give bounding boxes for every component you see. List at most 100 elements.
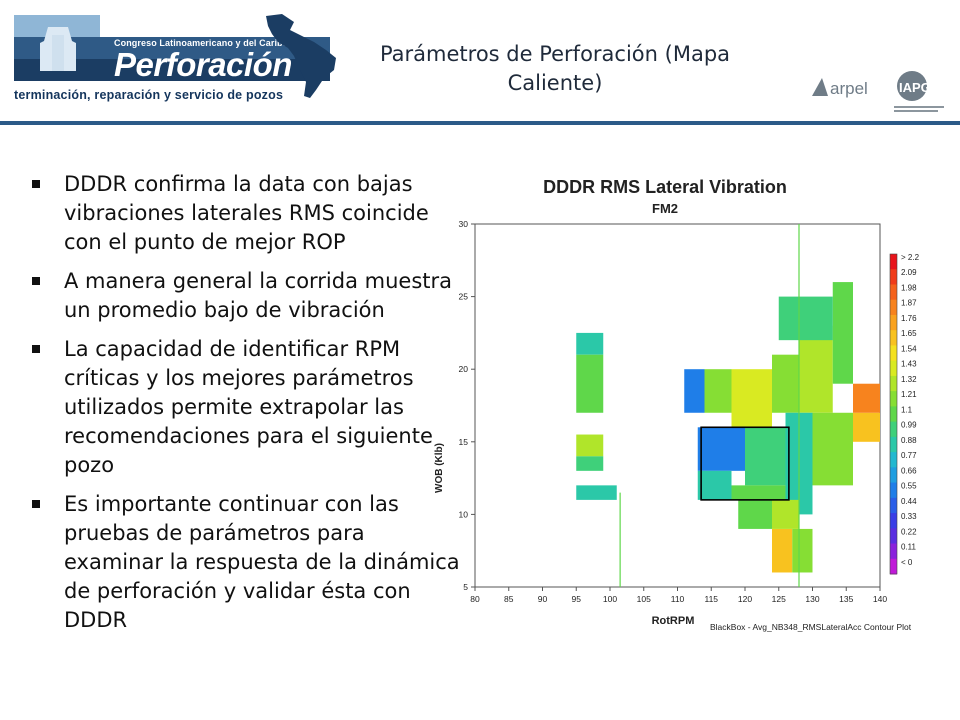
heatmap-cell (853, 412, 880, 442)
drilling-rig-icon (40, 27, 76, 71)
colorbar-frame (889, 253, 898, 575)
y-tick-label: 5 (463, 582, 468, 592)
colorbar-swatch (890, 543, 897, 560)
x-tick-label: 135 (839, 594, 853, 604)
vibration-contour-chart: DDDR RMS Lateral Vibration FM2 80 85 90 95 1… (434, 177, 920, 632)
y-tick-label: 20 (459, 364, 469, 374)
heatmap-cell (731, 369, 772, 428)
bullet-item: Es importante continuar con las pruebas … (30, 490, 460, 635)
logo-band-wide-dark (100, 59, 330, 81)
colorbar-swatch (890, 314, 897, 331)
colorbar-swatch (890, 513, 897, 529)
heatmap-cell (772, 528, 793, 573)
colorbar-swatch (890, 299, 897, 316)
plot-area: 80 85 90 95 100 105 110 115 120 125 130 135 140 5 10 15… (459, 219, 920, 604)
page-title: Parámetros de Perforación (Mapa Caliente… (360, 40, 750, 98)
title-line-2: Caliente) (507, 71, 603, 95)
congress-logo: Congreso Latinoamericano y del Caribe de… (14, 14, 344, 107)
colorbar-label: 1.87 (901, 299, 917, 308)
bullet-text: DDDR confirma la data con bajas vibracio… (64, 172, 429, 254)
heatmap-cell (576, 434, 604, 457)
header-divider (0, 121, 960, 125)
colorbar-label: 1.54 (901, 344, 917, 353)
colorbar-label: 0.77 (901, 451, 917, 460)
heatmap-cell (772, 354, 799, 413)
highlight-box (700, 426, 790, 501)
bullet-text: Es importante continuar con las pruebas … (64, 492, 460, 632)
x-tick-label: 120 (738, 594, 752, 604)
colorbar-swatch (890, 467, 897, 484)
bullet-item: A manera general la corrida muestra un p… (30, 267, 460, 325)
heatmap-cell (731, 485, 786, 500)
iapg-logo-text: IAPG (899, 80, 931, 95)
x-tick-label: 130 (805, 594, 819, 604)
x-tick-label: 140 (873, 594, 887, 604)
colorbar-swatch (890, 558, 897, 575)
colorbar-label: 1.98 (901, 283, 917, 292)
y-tick-label: 25 (459, 292, 469, 302)
bullet-square-icon (32, 180, 40, 188)
x-tick-label: 85 (504, 594, 514, 604)
x-tick-label: 80 (470, 594, 480, 604)
colorbar-label: 0.22 (901, 527, 917, 536)
colorbar-swatch (890, 436, 897, 453)
colorbar-label: 1.65 (901, 329, 917, 338)
heatmap-cell (576, 332, 604, 355)
bullet-square-icon (32, 500, 40, 508)
heatmap-cell (832, 282, 853, 384)
chart-footnote: BlackBox - Avg_NB348_RMSLateralAcc Conto… (710, 622, 912, 632)
heatmap-cell (799, 325, 833, 413)
heatmap-cell (778, 296, 833, 341)
iapg-logo: IAPG (894, 71, 944, 112)
x-tick-label: 95 (572, 594, 582, 604)
heatmap-cell (684, 369, 705, 413)
heatmap-cell (576, 354, 604, 413)
y-tick-label: 30 (459, 219, 469, 229)
logo-congress-text: Congreso Latinoamericano y del Caribe de (114, 38, 302, 48)
heatmap-cell (704, 369, 732, 413)
x-tick-label: 115 (704, 594, 718, 604)
arpel-logo: arpel (812, 78, 868, 98)
x-tick-label: 90 (538, 594, 548, 604)
colorbar-swatch (890, 254, 897, 270)
logo-subtitle: terminación, reparación y servicio de po… (14, 88, 284, 102)
colorbar-swatch (890, 421, 897, 438)
x-tick-label: 100 (603, 594, 617, 604)
colorbar-label: 0.88 (901, 436, 917, 445)
colorbar-label: > 2.2 (901, 253, 920, 262)
heatmap-cell (738, 499, 772, 529)
colorbar-swatch (890, 452, 897, 468)
chart-subtitle: FM2 (652, 201, 678, 216)
colorbar-label: 0.66 (901, 466, 917, 475)
heatmap-cell (697, 427, 745, 471)
heatmap-cell (576, 456, 604, 471)
colorbar-swatch (890, 269, 897, 285)
colorbar-swatch (890, 528, 897, 545)
chart-title: DDDR RMS Lateral Vibration (543, 177, 787, 197)
x-axis-label: RotRPM (652, 615, 695, 627)
colorbar-label: 1.21 (901, 390, 917, 399)
colorbar-label: 1.32 (901, 375, 917, 384)
y-axis-label: WOB (Klb) (434, 443, 445, 493)
bullet-item: La capacidad de identificar RPM críticas… (30, 335, 460, 480)
logo-word: Perforación (114, 46, 292, 83)
colorbar-label: 0.44 (901, 497, 917, 506)
colorbar-label: 2.09 (901, 268, 917, 277)
latin-america-map-icon (266, 14, 336, 98)
colorbar-label: 0.11 (901, 543, 917, 552)
colorbar-label: 1.1 (901, 405, 913, 414)
colorbar-swatch (890, 284, 897, 301)
colorbar-label: 1.76 (901, 314, 917, 323)
colorbar-label: 1.43 (901, 360, 917, 369)
y-tick-label: 15 (459, 437, 469, 447)
title-line-1: Parámetros de Perforación (Mapa (379, 42, 731, 66)
bullet-square-icon (32, 345, 40, 353)
bullet-square-icon (32, 277, 40, 285)
heatmap-cell (772, 499, 799, 529)
colorbar-swatch (890, 391, 897, 407)
arpel-logo-text: arpel (830, 79, 868, 98)
heatmap-cell (697, 470, 732, 500)
heatmap-cell (812, 412, 853, 486)
colorbar-swatch (890, 345, 897, 362)
